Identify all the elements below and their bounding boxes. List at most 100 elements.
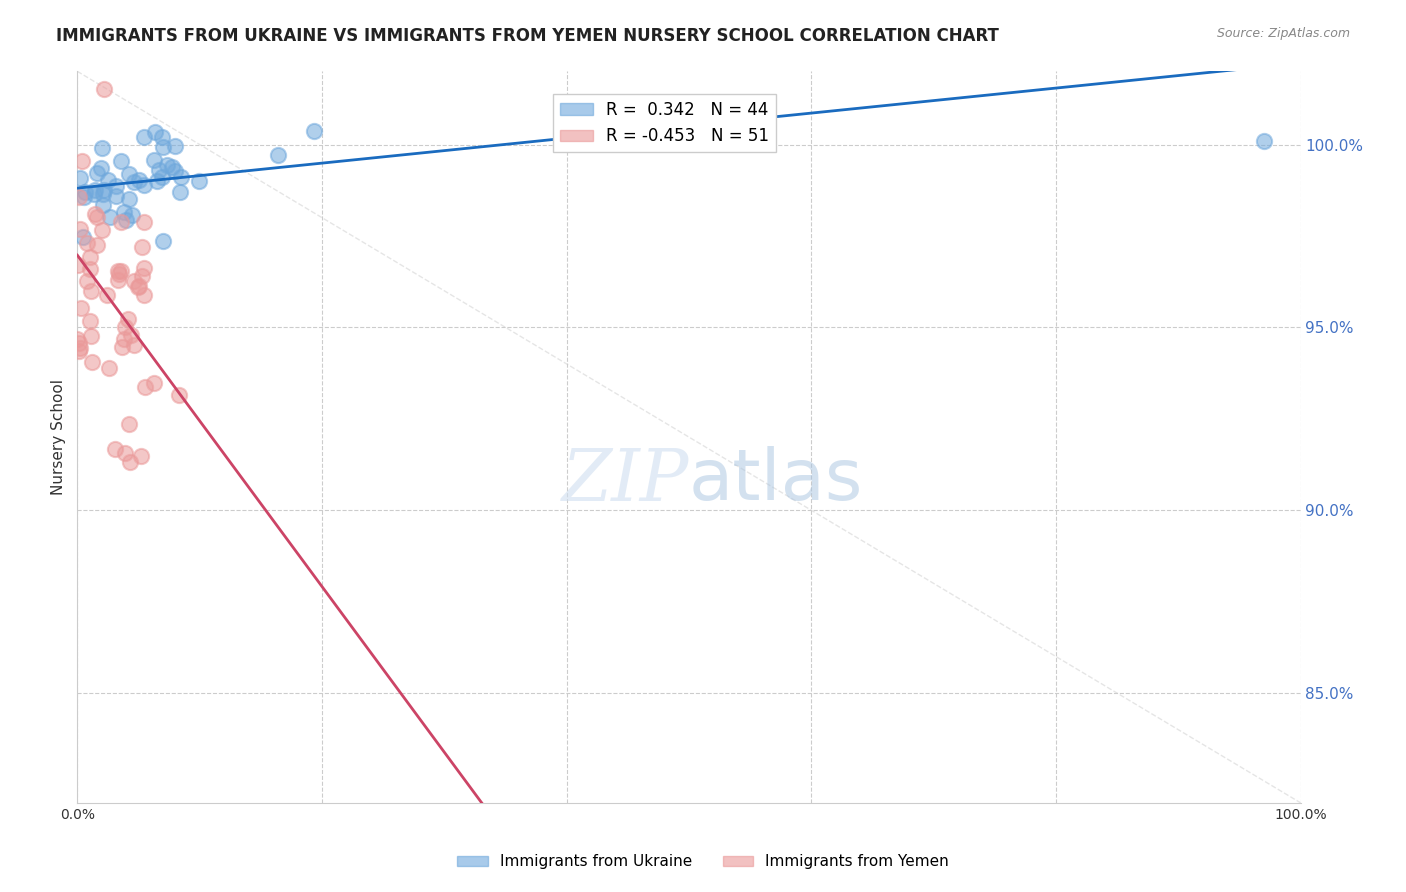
Point [69,221,91,235]
Point [134,287,156,301]
Text: ZIP: ZIP [561,446,689,516]
Point [267,148,290,162]
Point [122,275,145,289]
Point [105,179,128,194]
Point [145,174,167,188]
Point [79,284,101,298]
Point [152,140,174,154]
Point [128,173,150,187]
Point [90,141,112,155]
Point [91,198,114,212]
Point [67,335,90,350]
Point [152,235,174,249]
Point [76,274,98,288]
Point [107,272,129,286]
Point [110,264,132,278]
Point [91,223,114,237]
Point [131,268,153,283]
Point [128,278,150,293]
Point [165,164,187,178]
Point [132,129,155,144]
Legend: R =  0.342   N = 44, R = -0.453   N = 51: R = 0.342 N = 44, R = -0.453 N = 51 [553,95,776,152]
Text: Source: ZipAtlas.com: Source: ZipAtlas.com [1216,27,1350,40]
Point [110,154,132,169]
Point [117,312,139,326]
Point [93,82,115,96]
Point [143,125,166,139]
Point [169,185,191,199]
Point [98,211,121,225]
Point [69,301,91,315]
Point [122,338,145,352]
Point [76,236,98,251]
Point [84,183,107,197]
Point [150,129,173,144]
Point [70,154,93,169]
Point [86,238,108,252]
Point [117,167,139,181]
Point [131,240,153,254]
Point [104,442,127,456]
Point [86,210,108,224]
Point [79,261,101,276]
Legend: Immigrants from Ukraine, Immigrants from Yemen: Immigrants from Ukraine, Immigrants from… [451,848,955,875]
Point [120,327,142,342]
Point [143,153,166,168]
Point [79,250,101,264]
Point [143,376,166,390]
Point [96,288,118,302]
Point [302,123,325,137]
Point [112,332,135,346]
Point [83,187,105,202]
Point [104,188,127,202]
Point [80,354,103,368]
Point [132,215,155,229]
Point [169,388,191,402]
Point [69,341,91,355]
Point [156,158,179,172]
Point [121,208,143,222]
Point [127,280,149,294]
Point [107,267,129,281]
Point [114,446,136,460]
Point [160,160,183,174]
Text: IMMIGRANTS FROM UKRAINE VS IMMIGRANTS FROM YEMEN NURSERY SCHOOL CORRELATION CHAR: IMMIGRANTS FROM UKRAINE VS IMMIGRANTS FR… [56,27,1000,45]
Point [163,139,186,153]
Point [118,193,141,207]
Point [1253,134,1275,148]
Point [69,171,91,186]
Point [115,213,138,227]
Point [118,455,141,469]
Point [117,417,139,431]
Point [134,261,156,276]
Point [67,190,90,204]
Point [79,314,101,328]
Point [170,170,193,185]
Point [67,258,90,272]
Point [72,190,94,204]
Y-axis label: Nursery School: Nursery School [51,379,66,495]
Point [129,449,152,463]
Point [72,230,94,244]
Point [91,186,114,201]
Point [188,173,211,187]
Point [86,166,108,180]
Point [97,360,120,375]
Point [150,169,173,184]
Point [107,264,129,278]
Point [111,340,134,354]
Point [84,207,107,221]
Point [66,332,89,346]
Point [110,215,132,229]
Point [114,319,136,334]
Point [112,204,135,219]
Text: atlas: atlas [689,447,863,516]
Point [93,183,115,197]
Point [80,329,103,343]
Point [97,173,120,187]
Point [122,175,145,189]
Point [132,178,155,192]
Point [67,344,90,359]
Point [134,380,156,394]
Point [90,161,112,175]
